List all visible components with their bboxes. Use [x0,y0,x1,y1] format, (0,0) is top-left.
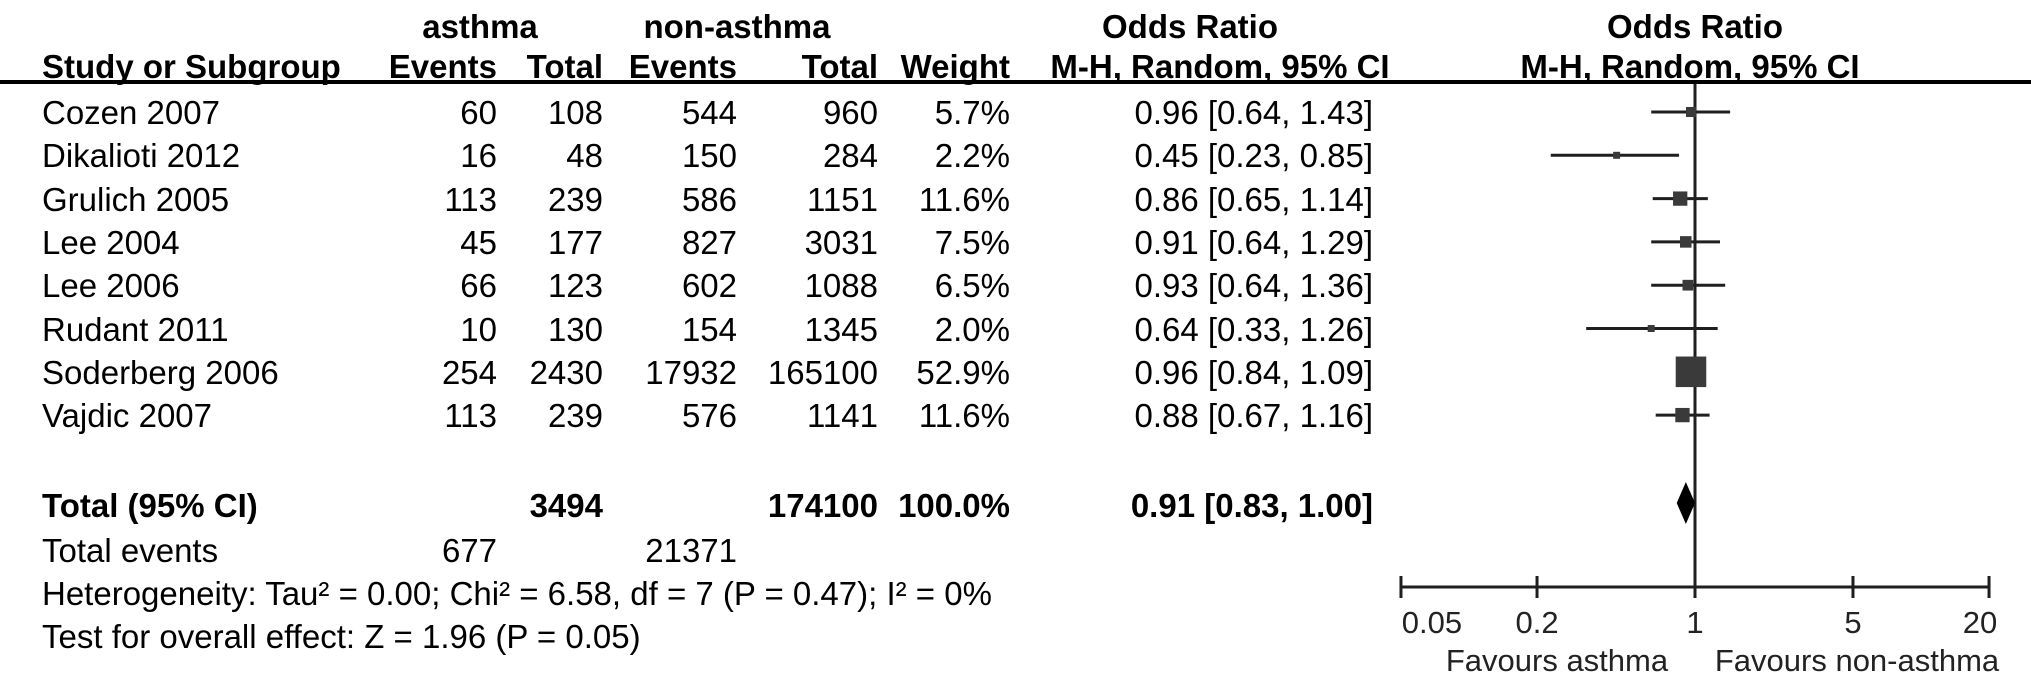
study-name: Soderberg 2006 [42,353,279,391]
axis-tick-label: 0.2 [1515,605,1558,640]
total-asthma-value: 177 [547,223,603,261]
study-name: Grulich 2005 [42,180,230,218]
total-non-asthma-value: 3031 [804,223,878,261]
favours-left-label: Favours asthma [1446,643,1669,678]
study-name: Vajdic 2007 [42,397,213,435]
study-name: Lee 2004 [42,223,180,261]
column-title-odds-ratio-values: Odds Ratio [1101,8,1279,45]
total-asthma-value: 239 [547,180,603,218]
weight-value: 6.5% [934,267,1010,305]
odds-ratio-ci-value: 0.96 [0.84, 1.09] [1134,353,1373,391]
summary-diamond [1676,482,1695,524]
odds-ratio-ci-value: 0.96 [0.64, 1.43] [1134,94,1373,131]
odds-ratio-ci-value: 0.91 [0.64, 1.29] [1134,223,1373,261]
study-name: Dikalioti 2012 [42,137,241,175]
or-square [1682,279,1694,291]
total-non-asthma-value: 960 [822,94,878,131]
axis-tick-label: 5 [1844,605,1861,640]
events-non-asthma-value: 602 [681,267,737,305]
axis-tick-label: 1 [1686,605,1703,640]
total-non-asthma-value: 1345 [804,310,878,348]
weight-value: 52.9% [916,353,1010,391]
col-header-study: Study or Subgroup [42,48,341,85]
weight-value: 5.7% [934,94,1010,131]
total-non-asthma-value: 1151 [807,180,878,218]
or-square [1673,191,1688,206]
odds-ratio-ci-value: 0.86 [0.65, 1.14] [1134,180,1373,218]
weight-value: 2.2% [934,137,1010,175]
or-square [1685,106,1697,118]
header-divider-line [0,80,2031,84]
column-title-odds-ratio-plot: Odds Ratio [1606,8,1784,45]
events-non-asthma-value: 827 [681,223,737,261]
total-asthma-value: 123 [547,267,603,305]
col-header-events-non-asthma: Events [628,48,737,85]
total-weight-value: 100.0% [898,487,1010,524]
events-non-asthma-value: 576 [681,397,737,435]
total-row-label: Total (95% CI) [42,487,258,524]
overall-effect-stats: Test for overall effect: Z = 1.96 (P = 0… [42,618,641,655]
heterogeneity-stats: Heterogeneity: Tau² = 0.00; Chi² = 6.58,… [42,575,992,612]
total-non-asthma-value: 1141 [807,397,878,435]
col-header-total-asthma: Total [526,48,603,85]
or-square [1675,356,1707,388]
or-square [1679,236,1692,248]
favours-right-label: Favours non-asthma [1715,643,2000,678]
total-asthma-sum: 3494 [529,487,603,524]
odds-ratio-ci-value: 0.93 [0.64, 1.36] [1134,267,1373,305]
total-non-asthma-sum: 174100 [767,487,878,524]
total-non-asthma-value: 284 [822,137,878,175]
weight-value: 7.5% [934,223,1010,261]
col-header-method-plot: M-H, Random, 95% CI [1520,48,1860,85]
col-header-events-asthma: Events [388,48,497,85]
events-non-asthma-value: 17932 [645,353,737,391]
total-events-label: Total events [42,532,219,569]
total-asthma-value: 2430 [529,353,603,391]
total-non-asthma-value: 165100 [767,353,878,391]
events-asthma-value: 113 [444,180,497,218]
events-non-asthma-value: 544 [681,94,737,131]
odds-ratio-ci-value: 0.64 [0.33, 1.26] [1134,310,1373,348]
total-asthma-value: 48 [566,137,603,175]
events-asthma-value: 45 [460,223,497,261]
events-non-asthma-value: 154 [681,310,737,348]
or-square [1613,151,1621,159]
events-asthma-value: 66 [460,267,497,305]
total-asthma-value: 239 [547,397,603,435]
col-header-weight: Weight [900,48,1010,85]
total-events-asthma-value: 677 [441,532,497,569]
total-asthma-value: 130 [547,310,603,348]
total-events-non-asthma-value: 21371 [645,532,737,569]
events-non-asthma-value: 586 [681,180,737,218]
group-header-asthma: asthma [422,8,538,45]
events-asthma-value: 254 [441,353,497,391]
axis-tick-label: 0.05 [1402,605,1462,640]
events-non-asthma-value: 150 [681,137,737,175]
or-square [1647,325,1655,332]
study-name: Rudant 2011 [42,310,229,348]
weight-value: 2.0% [934,310,1010,348]
group-header-non-asthma: non-asthma [643,8,831,45]
total-non-asthma-value: 1088 [804,267,878,305]
study-name: Lee 2006 [42,267,180,305]
col-header-method-values: M-H, Random, 95% CI [1050,48,1390,85]
events-asthma-value: 10 [460,310,497,348]
study-name: Cozen 2007 [42,94,220,131]
axis-tick-label: 20 [1963,605,1997,640]
events-asthma-value: 16 [460,137,497,175]
events-asthma-value: 113 [444,397,497,435]
weight-value: 11.6% [918,180,1010,218]
odds-ratio-ci-value: 0.45 [0.23, 0.85] [1134,137,1373,175]
odds-ratio-ci-value: 0.88 [0.67, 1.16] [1134,397,1373,435]
events-asthma-value: 60 [460,94,497,131]
or-square [1675,407,1690,423]
weight-value: 11.6% [918,397,1010,435]
total-odds-ratio-ci-value: 0.91 [0.83, 1.00] [1130,487,1373,524]
total-asthma-value: 108 [547,94,603,131]
col-header-total-non-asthma: Total [801,48,878,85]
